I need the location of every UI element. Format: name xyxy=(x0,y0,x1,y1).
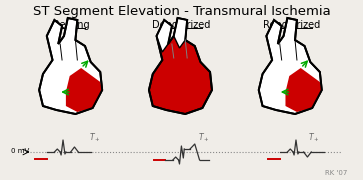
Polygon shape xyxy=(66,68,102,112)
Polygon shape xyxy=(259,18,322,114)
Text: $T_+$: $T_+$ xyxy=(308,132,320,144)
Text: Resting: Resting xyxy=(53,20,90,30)
Text: Depolarized: Depolarized xyxy=(152,20,211,30)
Polygon shape xyxy=(149,18,212,114)
Text: Repolarized: Repolarized xyxy=(262,20,320,30)
Text: ST Segment Elevation - Transmural Ischemia: ST Segment Elevation - Transmural Ischem… xyxy=(33,4,330,17)
Polygon shape xyxy=(174,18,187,48)
Text: $T_+$: $T_+$ xyxy=(89,132,100,144)
Text: 0 mV: 0 mV xyxy=(12,148,30,154)
Polygon shape xyxy=(39,18,102,114)
Text: RK '07: RK '07 xyxy=(325,170,347,176)
Polygon shape xyxy=(285,68,322,112)
Polygon shape xyxy=(156,20,172,52)
Text: $T_+$: $T_+$ xyxy=(199,132,210,144)
